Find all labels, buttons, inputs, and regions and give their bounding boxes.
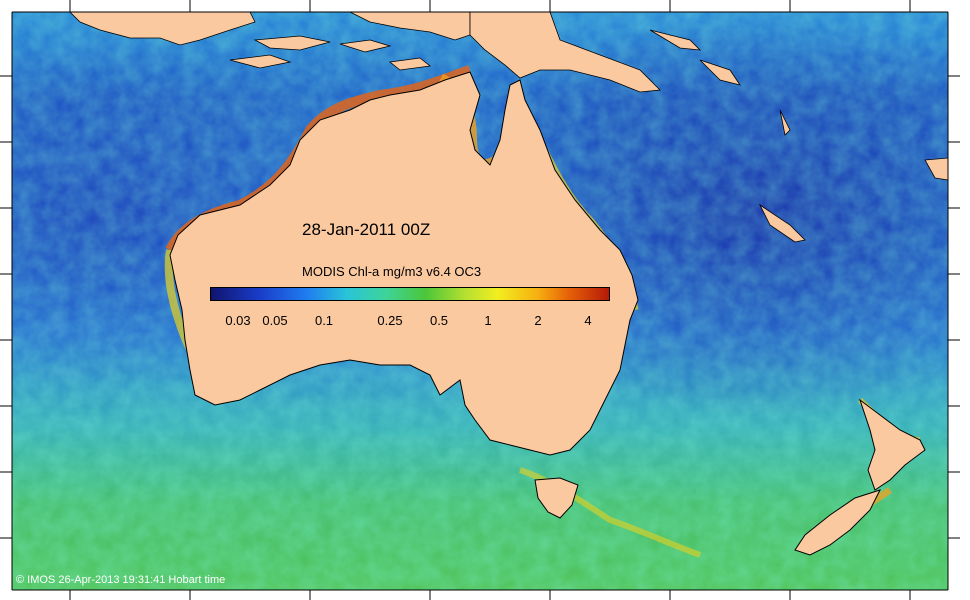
colorbar-tick-label: 0.25: [377, 313, 403, 328]
new-zealand-south-island: [794, 489, 881, 556]
colorbar-tick-label: 0.03: [225, 313, 251, 328]
colorbar-tick-label: 2: [534, 313, 542, 328]
australia-land: [169, 71, 639, 456]
date-title: 28-Jan-2011 00Z: [302, 220, 431, 239]
new-zealand-north-island: [859, 398, 926, 491]
colorbar-tick-label: 0.5: [429, 313, 449, 328]
indonesia-land: [69, 11, 471, 71]
colorbar-label: MODIS Chl-a mg/m3 v6.4 OC3: [302, 264, 482, 279]
colorbar-tick-label: 0.05: [262, 313, 288, 328]
pacific-islands: [758, 109, 949, 243]
colorbar-tick-label: 4: [584, 313, 592, 328]
colorbar-tick-label: 0.1: [314, 313, 334, 328]
colorbar: [210, 287, 610, 301]
new-guinea-land: [469, 11, 741, 93]
tasmania-land: [534, 477, 579, 519]
colorbar-tick-label: 1: [484, 313, 492, 328]
copyright-notice: © IMOS 26-Apr-2013 19:31:41 Hobart time: [16, 574, 226, 586]
